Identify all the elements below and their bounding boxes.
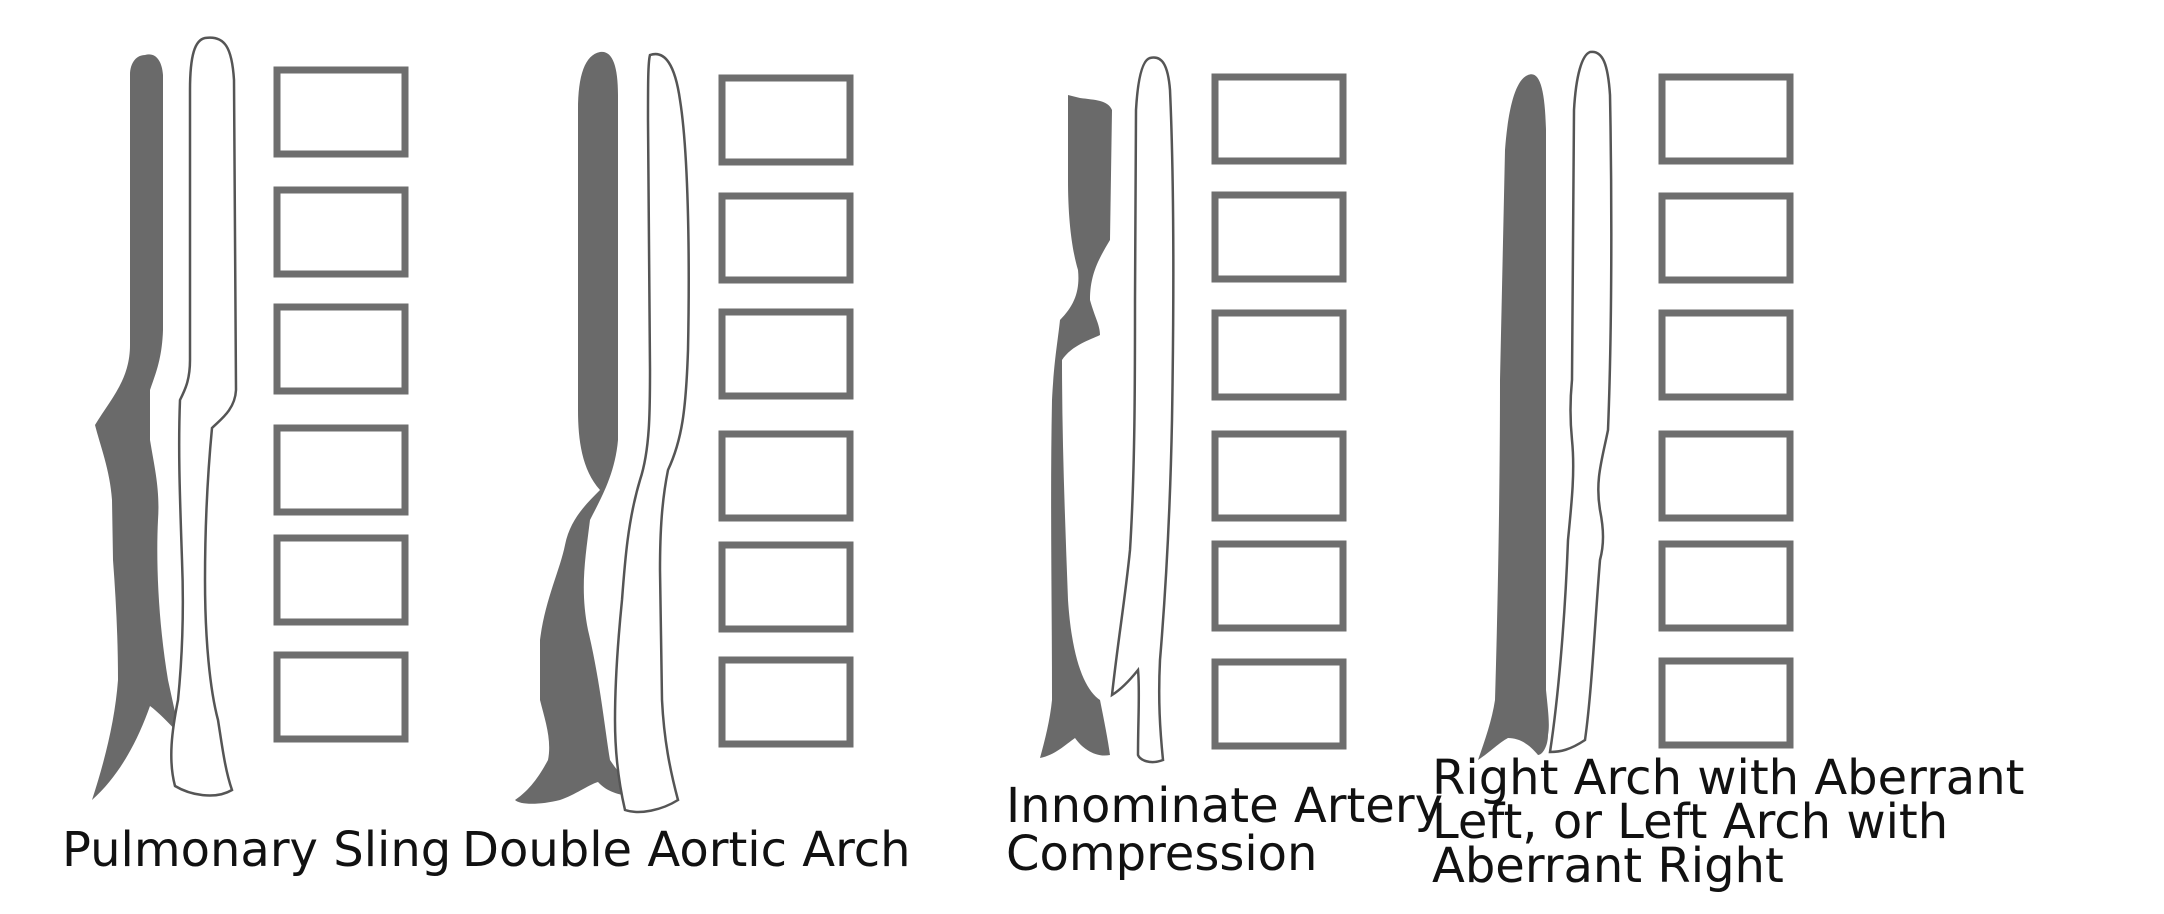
vertebrae-column bbox=[718, 74, 854, 748]
vertebra bbox=[1211, 540, 1347, 632]
vertebra bbox=[1211, 658, 1347, 750]
vertebra bbox=[273, 651, 409, 743]
esophagus-shape bbox=[1548, 50, 1613, 754]
esophagus-shape bbox=[613, 52, 690, 814]
vertebra bbox=[718, 74, 854, 166]
vertebra bbox=[1658, 540, 1794, 632]
vertebra bbox=[718, 192, 854, 284]
panel-double-aortic-arch: Double Aortic Arch bbox=[462, 51, 911, 878]
panel-label: Pulmonary Sling bbox=[62, 822, 451, 878]
vertebra bbox=[1211, 191, 1347, 283]
vertebra bbox=[273, 66, 409, 158]
vertebra bbox=[273, 424, 409, 516]
esophagus-shape bbox=[1110, 56, 1175, 764]
panel-innominate-artery-compression: Innominate Artery Compression bbox=[1006, 56, 1458, 882]
vertebra bbox=[1211, 430, 1347, 522]
vertebra bbox=[1658, 309, 1794, 401]
panel-label: Innominate Artery Compression bbox=[1006, 778, 1458, 882]
vertebrae-column bbox=[1211, 73, 1347, 750]
vertebra bbox=[718, 308, 854, 400]
vertebra bbox=[1658, 73, 1794, 165]
vertebra bbox=[1658, 192, 1794, 284]
vertebra bbox=[1211, 73, 1347, 165]
trachea-shape bbox=[92, 54, 180, 800]
vertebra bbox=[273, 534, 409, 626]
trachea-shape bbox=[515, 51, 640, 804]
vertebra bbox=[1658, 657, 1794, 749]
vertebra bbox=[1658, 430, 1794, 522]
esophagus-shape bbox=[170, 36, 238, 797]
vertebra bbox=[718, 541, 854, 633]
vertebra bbox=[273, 186, 409, 278]
panel-label: Double Aortic Arch bbox=[462, 822, 911, 878]
vertebrae-column bbox=[273, 66, 409, 743]
vertebra bbox=[718, 430, 854, 522]
panel-right-arch-aberrant: Right Arch with Aberrant Left, or Left A… bbox=[1432, 50, 2040, 894]
trachea-shape bbox=[1478, 74, 1549, 760]
panel-pulmonary-sling: Pulmonary Sling bbox=[62, 36, 451, 878]
vertebrae-column bbox=[1658, 73, 1794, 749]
vertebra bbox=[273, 303, 409, 395]
vertebra bbox=[1211, 309, 1347, 401]
vertebra bbox=[718, 656, 854, 748]
panel-label: Right Arch with Aberrant Left, or Left A… bbox=[1432, 750, 2040, 894]
trachea-shape bbox=[1040, 95, 1112, 758]
